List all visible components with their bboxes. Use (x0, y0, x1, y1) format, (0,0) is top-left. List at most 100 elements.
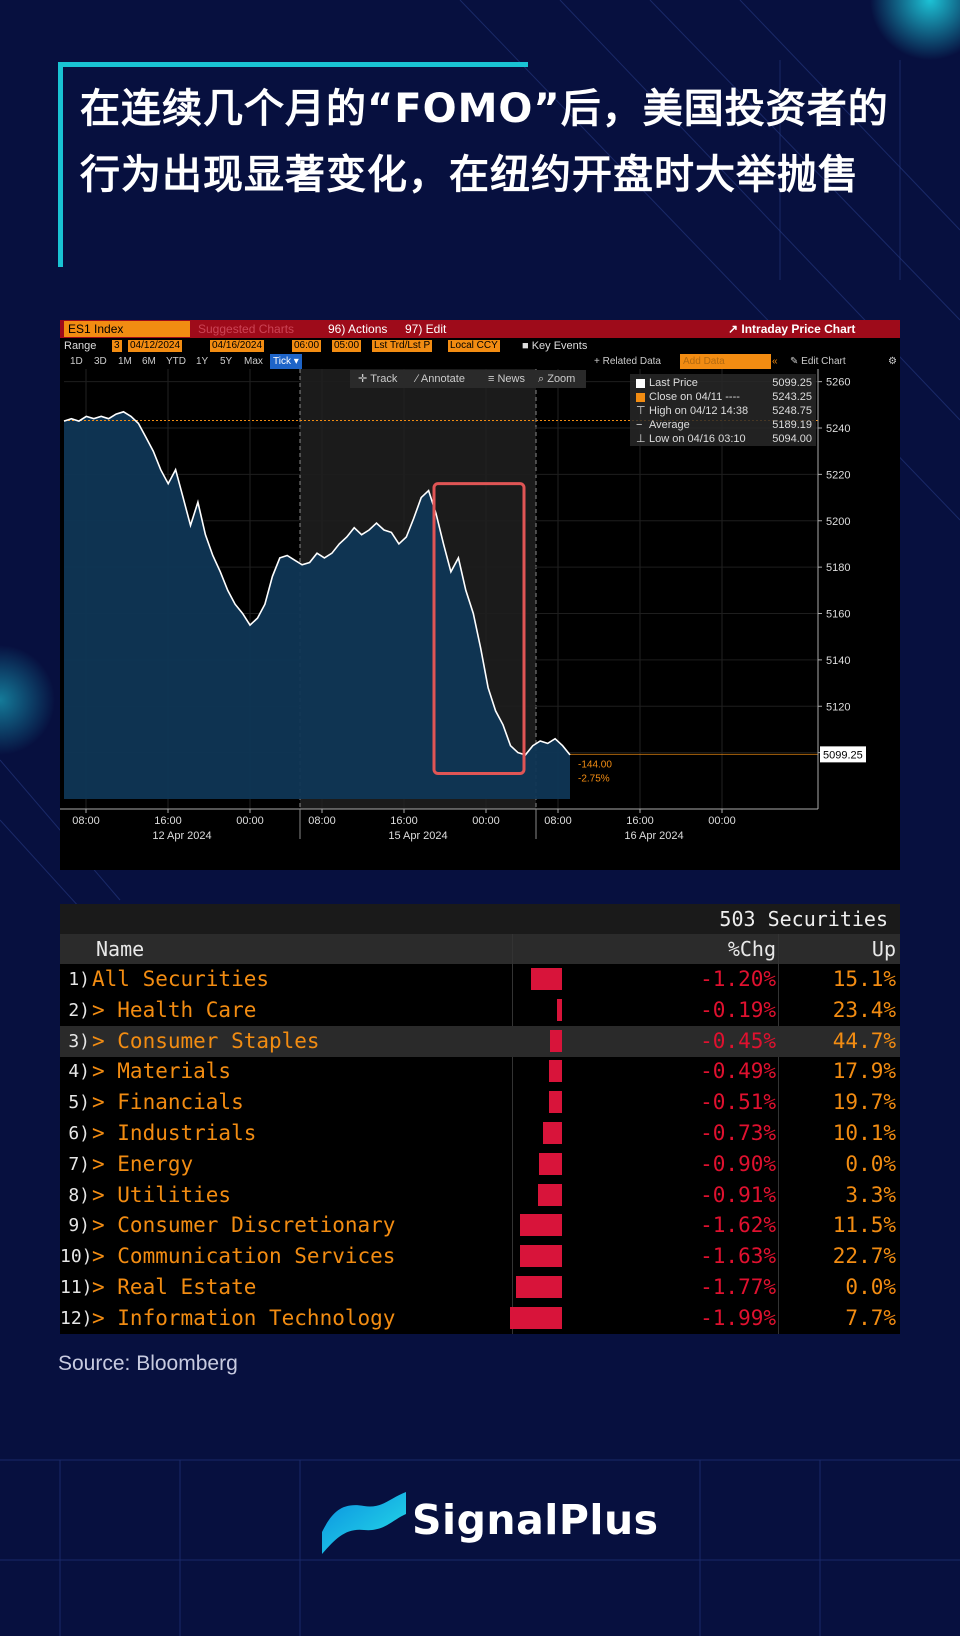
row-sector-name[interactable]: > Information Technology (92, 1305, 396, 1330)
edit-menu[interactable]: 97) Edit (405, 322, 447, 336)
row-pct-up: 0.0% (845, 1275, 896, 1299)
actions-menu[interactable]: 96) Actions (328, 322, 388, 336)
row-change-bar (550, 1029, 562, 1052)
row-change-bar (549, 1060, 562, 1083)
trade-type-select[interactable]: Lst Trd/Lst P (372, 340, 433, 352)
zoom-tool[interactable]: ⌕ Zoom (538, 370, 575, 388)
period-1m[interactable]: 1M (118, 356, 132, 367)
row-sector-name[interactable]: > Communication Services (92, 1244, 396, 1269)
column-header-name[interactable]: Name (96, 937, 145, 961)
period-tick-selected[interactable]: Tick ▾ (270, 354, 302, 369)
row-sector-name[interactable]: > Financials (92, 1090, 244, 1115)
annotate-icon: ∕ (416, 373, 421, 385)
row-pct-change: -0.90% (700, 1151, 776, 1176)
add-data-input[interactable]: Add Data (680, 354, 771, 369)
related-data-button[interactable]: + Related Data (594, 356, 661, 367)
legend-value: 5189.19 (772, 419, 812, 431)
table-header-row: Name %Chg Up (60, 934, 900, 964)
low-marker-icon: ⊥ (636, 433, 646, 445)
table-row[interactable]: 9) > Consumer Discretionary -1.62% 11.5% (60, 1210, 900, 1241)
range-time-from[interactable]: 06:00 (292, 340, 322, 352)
period-1d[interactable]: 1D (70, 356, 83, 367)
row-sector-name[interactable]: > Real Estate (92, 1275, 257, 1299)
period-tick-label: Tick (273, 356, 291, 367)
row-sector-name[interactable]: > Consumer Staples (92, 1028, 320, 1053)
x-axis-tick-label: 00:00 (472, 815, 500, 827)
suggested-charts-menu[interactable]: Suggested Charts (198, 322, 295, 336)
row-sector-name[interactable]: > Energy (92, 1151, 194, 1176)
x-axis-tick-label: 08:00 (72, 815, 100, 827)
intraday-price-chart[interactable]: 5260524052205200518051605140512051005099… (60, 369, 900, 870)
double-chevron-icon: « (772, 356, 778, 367)
y-axis-tick-label: 5120 (826, 701, 850, 713)
period-ytd[interactable]: YTD (166, 356, 186, 367)
row-change-bar (548, 1091, 562, 1114)
row-number: 5) (68, 1092, 90, 1114)
edit-chart-label: Edit Chart (801, 356, 846, 367)
row-sector-name[interactable]: All Securities (92, 967, 270, 991)
table-row[interactable]: 3) > Consumer Staples -0.45% 44.7% (60, 1025, 900, 1057)
ticker-field[interactable]: ES1 Index (64, 321, 190, 337)
period-1y[interactable]: 1Y (196, 356, 209, 367)
row-number: 2) (68, 999, 90, 1021)
range-time-to[interactable]: 05:00 (332, 340, 362, 352)
x-axis-tick-label: 08:00 (544, 815, 572, 827)
table-row[interactable]: 4) > Materials -0.49% 17.9% (60, 1056, 900, 1087)
table-row[interactable]: 10) > Communication Services -1.63% 22.7% (60, 1241, 900, 1272)
legend-close: Close on 04/11 ---- 5243.25 (636, 390, 812, 404)
row-sector-name[interactable]: > Health Care (92, 997, 257, 1022)
checkbox-icon: ■ (522, 340, 532, 352)
x-axis-tick-label: 16:00 (390, 815, 418, 827)
column-divider (778, 934, 779, 1334)
row-pct-up: 11.5% (832, 1213, 896, 1238)
row-pct-up: 17.9% (832, 1059, 896, 1084)
track-tool[interactable]: ✛ Track (358, 370, 397, 388)
gear-icon[interactable]: ⚙ (888, 356, 897, 367)
last-price-tag-bg (820, 746, 866, 763)
row-sector-name[interactable]: > Consumer Discretionary (92, 1213, 396, 1238)
zoom-label: Zoom (547, 373, 576, 385)
row-pct-up: 10.1% (832, 1121, 896, 1145)
column-header-chg[interactable]: %Chg (727, 937, 776, 961)
legend-swatch-white (636, 378, 645, 388)
period-6m[interactable]: 6M (142, 356, 156, 367)
period-5y[interactable]: 5Y (220, 356, 233, 367)
chart-toolbar: ✛ Track ∕ Annotate ≡ News ⌕ Zoom (350, 370, 586, 388)
edit-chart-button[interactable]: ✎ Edit Chart (790, 354, 846, 369)
row-sector-name[interactable]: > Materials (92, 1059, 232, 1084)
period-max[interactable]: Max (244, 356, 263, 367)
range-start-date[interactable]: 04/12/2024 (128, 340, 183, 352)
row-pct-change: -0.51% (700, 1090, 776, 1115)
table-row[interactable]: 12) > Information Technology -1.99% 7.7% (60, 1303, 900, 1334)
y-axis-tick-label: 5200 (826, 516, 850, 528)
range-number[interactable]: 3 (112, 340, 122, 352)
table-row[interactable]: 8) > Utilities -0.91% 3.3% (60, 1180, 900, 1211)
news-tool[interactable]: ≡ News (488, 370, 525, 388)
range-end-date[interactable]: 04/16/2024 (210, 340, 265, 352)
row-pct-up: 0.0% (845, 1151, 896, 1176)
table-row[interactable]: 1) All Securities -1.20% 15.1% (60, 964, 900, 995)
legend-value: 5094.00 (772, 433, 812, 445)
column-header-up[interactable]: Up (871, 937, 896, 961)
table-row[interactable]: 5) > Financials -0.51% 19.7% (60, 1087, 900, 1118)
annotate-tool[interactable]: ∕ Annotate (416, 370, 465, 388)
period-3d[interactable]: 3D (94, 356, 107, 367)
legend-value: 5099.25 (772, 377, 812, 389)
table-row[interactable]: 7) > Energy -0.90% 0.0% (60, 1149, 900, 1180)
row-sector-name[interactable]: > Utilities (92, 1182, 232, 1207)
table-row[interactable]: 6) > Industrials -0.73% 10.1% (60, 1118, 900, 1149)
row-pct-up: 3.3% (845, 1182, 896, 1207)
headline-accent-top (58, 62, 528, 67)
key-events-toggle[interactable]: ■ Key Events (522, 338, 587, 354)
table-row[interactable]: 2) > Health Care -0.19% 23.4% (60, 995, 900, 1026)
signalplus-logo-icon (322, 1492, 406, 1554)
column-divider (512, 934, 513, 1334)
currency-select[interactable]: Local CCY (448, 340, 500, 352)
chart-name-label: ↗ Intraday Price Chart (728, 320, 855, 338)
table-row[interactable]: 11) > Real Estate -1.77% 0.0% (60, 1272, 900, 1303)
x-axis-tick-label: 00:00 (236, 815, 264, 827)
row-pct-change: -0.91% (700, 1182, 776, 1207)
row-sector-name[interactable]: > Industrials (92, 1121, 257, 1145)
news-label: News (497, 373, 525, 385)
row-pct-change: -1.77% (700, 1275, 776, 1299)
